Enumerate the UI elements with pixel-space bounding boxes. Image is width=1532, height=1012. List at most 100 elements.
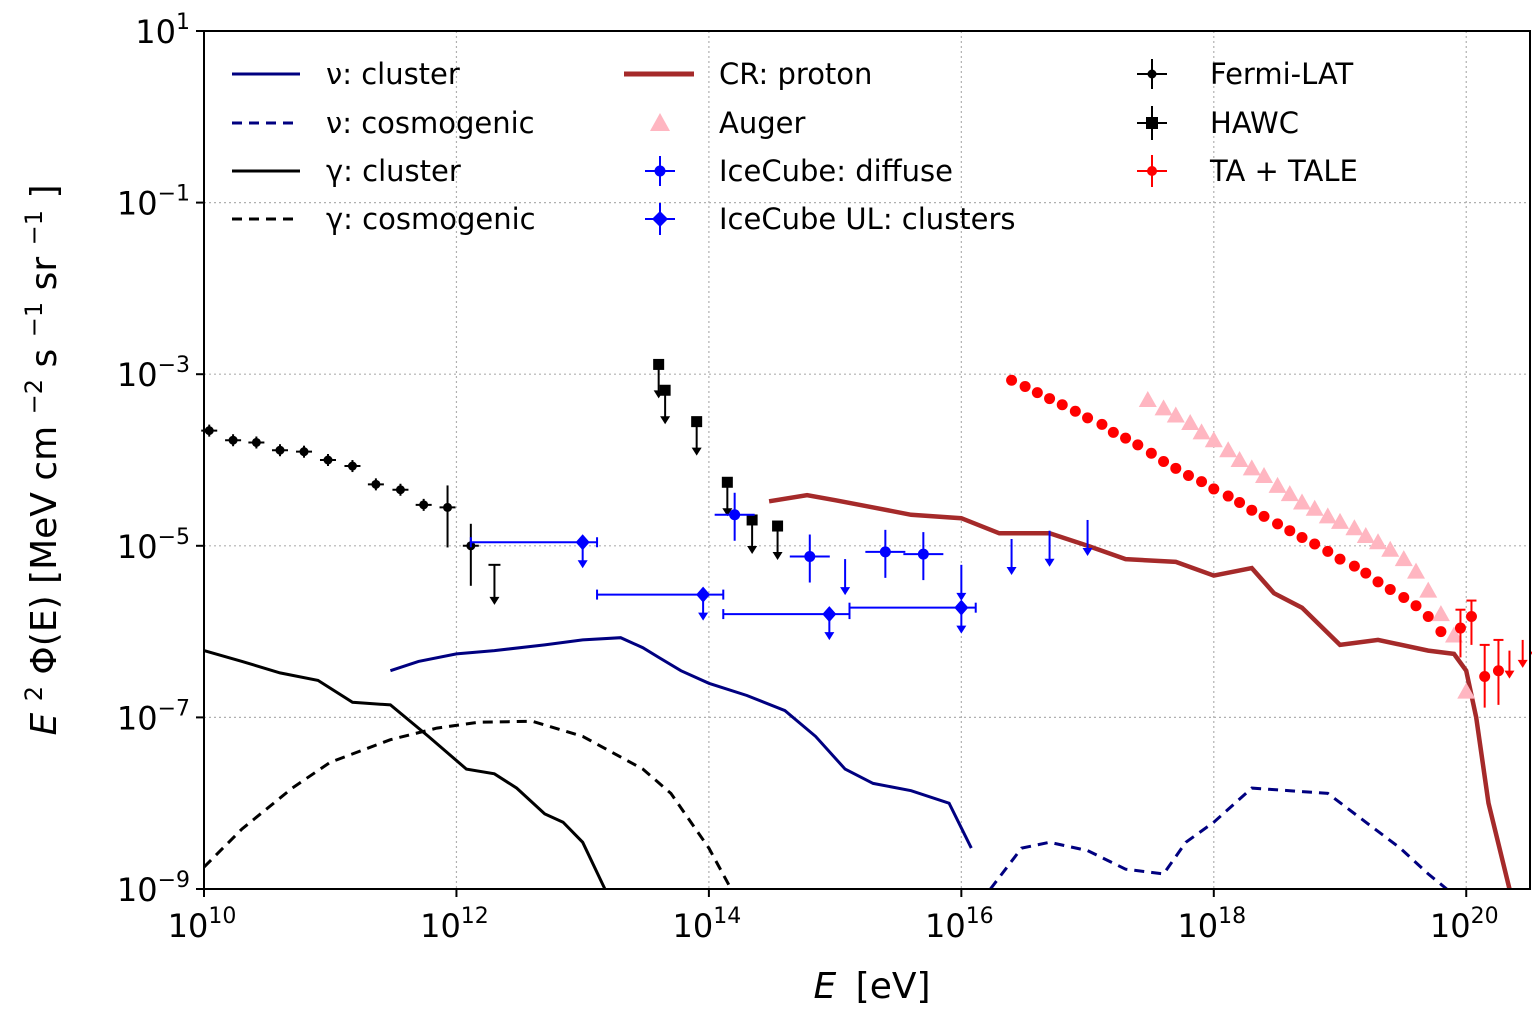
y-tick-base: 10 xyxy=(117,528,158,566)
auger-point xyxy=(1431,605,1450,622)
legend-entry-ta-tale: TA + TALE xyxy=(1137,154,1358,188)
y-tick-base: 10 xyxy=(117,185,158,223)
icecube-ul-arrow-head xyxy=(698,612,709,621)
fermi-point xyxy=(443,502,453,512)
legend-label-cr-proton: CR: proton xyxy=(719,57,872,91)
series-auger xyxy=(1138,391,1476,699)
y-axis-exp1: −2 xyxy=(20,379,48,414)
auger-point xyxy=(1407,562,1426,579)
ticks: 1010 1012 1014 1016 1018 102010110−110−310−51… xyxy=(117,10,1499,945)
x-tick-exp: 10 xyxy=(208,904,236,929)
icecube-upper-limit-head xyxy=(956,592,967,601)
legend-entry-icecube-ul: IceCube UL: clusters xyxy=(645,202,1016,236)
auger-point xyxy=(1268,476,1287,493)
series-hawc xyxy=(653,358,784,561)
icecube-ul-point xyxy=(575,534,590,551)
ta-point xyxy=(1107,426,1119,438)
ta-point xyxy=(1454,622,1466,634)
auger-point xyxy=(1138,391,1157,408)
fermi-point xyxy=(204,426,214,436)
icecube-ul-arrow-head xyxy=(824,632,835,641)
auger-point xyxy=(1181,413,1200,430)
y-axis-end: ] xyxy=(24,184,65,198)
icecube-upper-limit-head xyxy=(840,587,851,596)
auger-point xyxy=(1445,626,1464,643)
legend-entry-nu-cluster: ν: cluster xyxy=(232,57,460,91)
ta-point xyxy=(1031,387,1043,399)
fermi-point xyxy=(419,500,429,510)
legend-entry-gamma-cluster: γ: cluster xyxy=(232,154,461,188)
x-tick-exp: 18 xyxy=(1218,904,1246,929)
legend-label-hawc: HAWC xyxy=(1210,106,1299,140)
y-tick-label: 101 xyxy=(135,10,190,51)
y-tick-exp: −1 xyxy=(158,182,190,207)
y-axis-mid: Φ(E) [MeV cm xyxy=(24,426,65,675)
auger-point xyxy=(1457,682,1476,699)
y-tick-base: 10 xyxy=(117,699,158,737)
series-gamma-cluster xyxy=(204,649,607,889)
ta-point xyxy=(1272,518,1284,530)
icecube-ul-arrow-head xyxy=(577,560,588,569)
y-tick-label: 10−1 xyxy=(117,182,190,223)
y-tick-exp: −7 xyxy=(158,696,190,721)
legend-label-icecube-diffuse: IceCube: diffuse xyxy=(719,154,953,188)
x-tick-label: 1014 xyxy=(673,904,742,945)
y-tick-exp: −5 xyxy=(158,525,190,550)
legend-label-nu-cluster: ν: cluster xyxy=(326,57,460,91)
ta-point xyxy=(1145,447,1157,459)
icecube-ul-arrow-head xyxy=(956,625,967,634)
plot-frame xyxy=(203,30,1531,890)
icecube-point xyxy=(917,548,929,560)
legend-entry-hawc: HAWC xyxy=(1137,106,1299,140)
y-axis-sup: 2 xyxy=(20,686,48,701)
x-tick-exp: 20 xyxy=(1471,904,1499,929)
fermi-point xyxy=(251,437,261,447)
ta-point xyxy=(1398,591,1410,603)
ta-point xyxy=(1284,525,1296,537)
y-tick-base: 10 xyxy=(117,356,158,394)
series-cr-proton xyxy=(768,492,1512,889)
hawc-upper-limit-head xyxy=(772,552,783,561)
ta-point xyxy=(1158,456,1170,468)
ta-point xyxy=(1334,553,1346,565)
legend-entry-icecube-diffuse: IceCube: diffuse xyxy=(645,154,953,188)
legend-marker-ta xyxy=(1147,166,1157,176)
series-nu-cosmo xyxy=(989,786,1448,889)
y-tick-base: 10 xyxy=(117,871,158,909)
ta-point xyxy=(1435,626,1447,638)
ta-point xyxy=(1246,504,1258,516)
auger-point xyxy=(1166,406,1185,423)
legend-label-gamma-cluster: γ: cluster xyxy=(326,154,461,188)
legend-marker-icecube-ul xyxy=(652,211,668,227)
legend-marker-fermi xyxy=(1147,69,1157,79)
ta-point xyxy=(1422,610,1434,622)
ta-point xyxy=(1182,469,1194,481)
y-tick-exp: 1 xyxy=(176,10,190,35)
x-tick-base: 10 xyxy=(168,907,209,945)
x-tick-label: 1018 xyxy=(1177,904,1246,945)
fermi-point xyxy=(371,479,381,489)
ta-point xyxy=(1069,405,1081,417)
legend-entry-nu-cosmogenic: ν: cosmogenic xyxy=(232,106,535,140)
x-tick-base: 10 xyxy=(1177,907,1218,945)
auger-point xyxy=(1381,540,1400,557)
auger-point xyxy=(1318,507,1337,524)
y-tick-label: 10−7 xyxy=(117,696,190,737)
auger-point xyxy=(1419,581,1438,598)
icecube-point xyxy=(729,509,741,521)
icecube-upper-limit-head xyxy=(1044,558,1055,567)
ta-point xyxy=(1082,412,1094,424)
x-axis-unit: [eV] xyxy=(856,966,931,1007)
icecube-upper-limit-head xyxy=(1006,567,1017,576)
auger-point xyxy=(1242,459,1261,476)
ta-point xyxy=(1322,545,1334,557)
ta-point xyxy=(1360,567,1372,579)
y-axis-var: E xyxy=(24,713,65,736)
auger-point xyxy=(1331,512,1350,529)
x-axis-var: E xyxy=(813,966,836,1007)
ta-point xyxy=(1384,583,1396,595)
ta-point xyxy=(1056,399,1068,411)
auger-point xyxy=(1280,485,1299,502)
y-axis-sr: sr xyxy=(24,257,65,291)
hawc-upper-limit-head xyxy=(660,416,671,425)
